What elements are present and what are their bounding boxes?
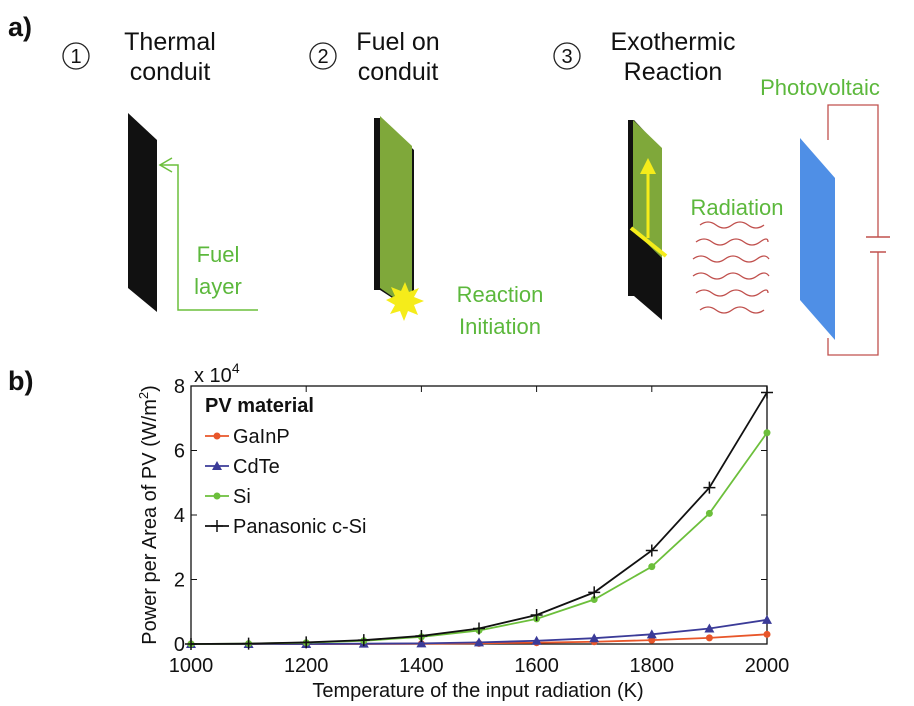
multiplier-exponent: 4 [232,360,240,376]
step-number: 2 [317,46,328,68]
y-tick-label: 8 [174,376,185,398]
ignition-star [386,282,424,321]
y-tick-label: 4 [174,505,185,527]
radiation-label: Radiation [691,195,784,220]
x-axis-label: Temperature of the input radiation (K) [312,680,643,702]
marker [706,634,713,641]
x-tick-label: 2000 [745,655,790,677]
legend-label: CdTe [233,456,280,478]
fuel-layer-label: layer [194,274,242,299]
y-label-end: ) [139,385,161,392]
circuit-wire [828,105,878,237]
marker [764,429,771,436]
x-tick-label: 1200 [284,655,329,677]
radiation-waves [693,222,769,313]
circuit-wire [828,252,878,355]
step-title: conduit [130,58,211,86]
y-tick-label: 0 [174,634,185,656]
photovoltaic-label: Photovoltaic [760,75,880,100]
photovoltaic-cell [800,138,835,340]
step-title: Reaction [624,58,723,86]
marker [764,631,771,638]
panel-label: b) [8,366,33,396]
step-title: Exothermic [610,28,735,56]
y-label-superscript: 2 [136,392,151,399]
fuel-layer [380,116,412,310]
step-number: 3 [561,46,572,68]
legend-title: PV material [205,395,314,417]
step-title: Thermal [124,28,216,56]
reaction-label: Initiation [459,314,541,339]
marker [706,510,713,517]
panel-label: a) [8,12,32,42]
marker [648,563,655,570]
axes-box [191,386,767,644]
multiplier-base: x 10 [194,365,232,387]
plot-area: 1000 1200 1400 1600 1800 2000 0 2 4 6 8 PV material… [169,376,790,677]
y-tick-label: 2 [174,570,185,592]
legend-marker [214,493,221,500]
reaction-label: Reaction [457,282,544,307]
legend-label: GaInP [233,426,290,448]
legend-marker [214,433,221,440]
y-multiplier: x 104 [194,360,240,387]
legend-label: Panasonic c-Si [233,516,366,538]
figure: a) 1 Thermal conduit 2 Fuel on conduit 3… [0,0,914,706]
x-tick-label: 1800 [630,655,675,677]
step-title: Fuel on [356,28,439,56]
x-tick-label: 1000 [169,655,214,677]
conduit [128,113,157,312]
fuel-layer-label: Fuel [197,242,240,267]
x-tick-label: 1600 [514,655,559,677]
y-tick-label: 6 [174,441,185,463]
step-title: conduit [358,58,439,86]
y-label-main: Power per Area of PV (W/m [139,399,161,645]
x-tick-label: 1400 [399,655,444,677]
step-number: 1 [70,46,81,68]
legend-label: Si [233,486,251,508]
y-axis-label: Power per Area of PV (W/m2) [136,385,161,645]
